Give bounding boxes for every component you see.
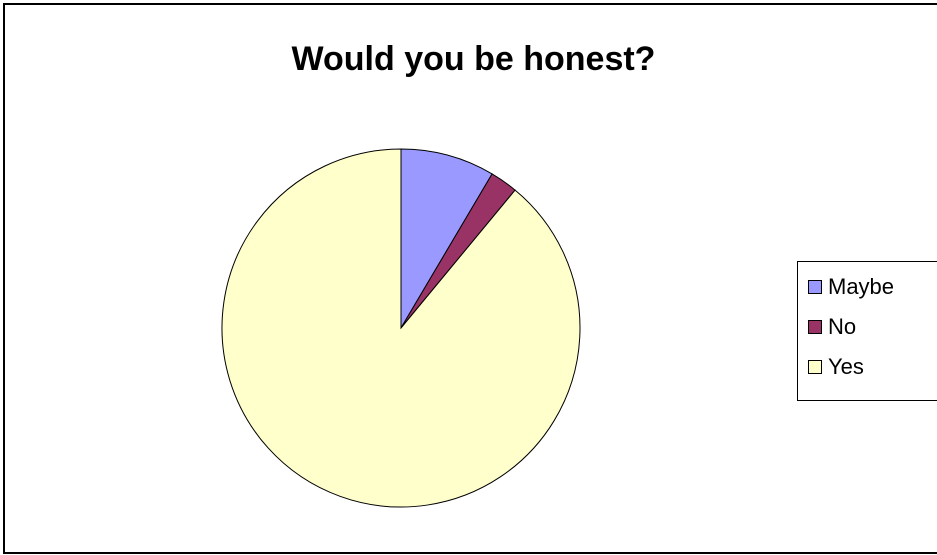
legend-swatch-maybe [808, 280, 822, 294]
legend-item-yes: Yes [808, 350, 864, 384]
pie-chart [221, 148, 581, 508]
legend-item-maybe: Maybe [808, 270, 894, 304]
legend-item-no: No [808, 310, 856, 344]
legend-swatch-yes [808, 360, 822, 374]
pie-slice-maybe [400, 148, 493, 330]
chart-title: Would you be honest? [291, 40, 656, 78]
pie-slice-yes [221, 148, 581, 508]
legend-label-yes: Yes [828, 354, 864, 379]
legend: Maybe No Yes [797, 261, 937, 401]
chart-area: Would you be honest? Maybe No Yes [3, 3, 937, 554]
legend-label-maybe: Maybe [828, 274, 895, 299]
legend-label-no: No [828, 314, 857, 339]
legend-swatch-no [808, 320, 822, 334]
